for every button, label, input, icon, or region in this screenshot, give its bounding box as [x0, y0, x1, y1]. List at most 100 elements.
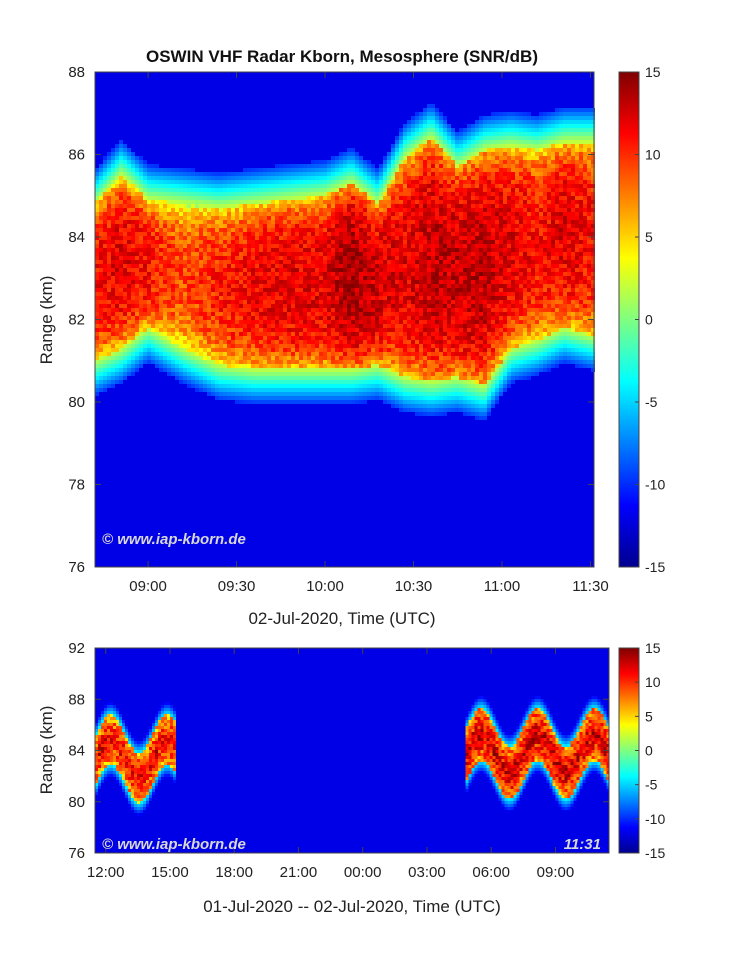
main-chart-cell [423, 212, 427, 216]
main-chart-cell [407, 152, 411, 156]
main-chart-cell [171, 232, 175, 236]
main-chart-cell [243, 292, 247, 296]
main-chart-cell [331, 340, 335, 344]
main-chart-cell [247, 228, 251, 232]
main-chart-cell [155, 216, 159, 220]
main-chart-cell [339, 280, 343, 284]
main-chart-cell [127, 236, 131, 240]
main-chart-cell [415, 208, 419, 212]
main-chart-cell [99, 256, 103, 260]
main-chart-cell [219, 380, 223, 384]
main-chart-cell [411, 368, 415, 372]
main-chart-cell [123, 340, 127, 344]
main-chart-cell [387, 196, 391, 200]
main-chart-cell [123, 172, 127, 176]
main-chart-cell [291, 280, 295, 284]
main-chart-cell [311, 244, 315, 248]
main-chart-cell [287, 316, 291, 320]
main-chart-cell [295, 280, 299, 284]
main-chart-cell [159, 196, 163, 200]
main-chart-cell [287, 400, 291, 404]
main-chart-cell [419, 260, 423, 264]
main-chart-cell [391, 296, 395, 300]
main-chart-cell [371, 228, 375, 232]
main-chart-cell [243, 172, 247, 176]
main-chart-cell [123, 216, 127, 220]
main-chart-cell [219, 300, 223, 304]
main-chart-cell [215, 340, 219, 344]
main-chart-cell [367, 304, 371, 308]
main-chart-cell [107, 240, 111, 244]
main-chart-cell [271, 200, 275, 204]
main-chart-cell [235, 240, 239, 244]
main-chart-cell [303, 168, 307, 172]
main-chart-cell [283, 220, 287, 224]
main-chart-cell [407, 272, 411, 276]
main-chart-cell [363, 396, 367, 400]
main-chart-cell [219, 212, 223, 216]
main-chart-cell [155, 352, 159, 356]
main-chart-cell [411, 172, 415, 176]
main-chart-cell [247, 368, 251, 372]
main-chart-cell [131, 204, 135, 208]
main-chart-cell [103, 356, 107, 360]
main-chart-cell [299, 232, 303, 236]
main-chart-cell [371, 308, 375, 312]
main-chart-cell [191, 336, 195, 340]
main-chart-cell [131, 244, 135, 248]
main-chart-cell [267, 316, 271, 320]
main-chart-cell [307, 220, 311, 224]
main-chart-cell [223, 188, 227, 192]
main-chart-cell [211, 368, 215, 372]
main-chart-cell [215, 380, 219, 384]
main-chart-cell [423, 392, 427, 396]
main-chart-cell [311, 208, 315, 212]
main-chart-cell [411, 332, 415, 336]
main-chart-cell [347, 328, 351, 332]
main-chart-cell [251, 184, 255, 188]
main-chart-cell [403, 344, 407, 348]
main-chart-cell [99, 276, 103, 280]
main-chart-cell [123, 316, 127, 320]
main-chart-cell [403, 336, 407, 340]
main-chart-cell [223, 380, 227, 384]
main-chart-cell [347, 348, 351, 352]
main-chart-cell [131, 348, 135, 352]
main-chart-cell [359, 204, 363, 208]
main-chart-cell [355, 336, 359, 340]
main-chart-cell [255, 312, 259, 316]
main-chart-cell [143, 184, 147, 188]
main-chart-cell [243, 368, 247, 372]
main-chart-cell [339, 392, 343, 396]
main-chart-cell [187, 304, 191, 308]
main-chart-cell [403, 388, 407, 392]
main-chart-cell [279, 184, 283, 188]
main-chart-cell [419, 316, 423, 320]
main-chart-cell [191, 328, 195, 332]
main-chart-cell [279, 376, 283, 380]
main-chart-cell [147, 276, 151, 280]
main-chart-cell [415, 224, 419, 228]
main-chart-cell [423, 276, 427, 280]
main-chart-cell [247, 384, 251, 388]
main-chart-cell [339, 284, 343, 288]
main-chart-cell [191, 212, 195, 216]
main-chart-cell [239, 200, 243, 204]
main-chart-cell [263, 216, 267, 220]
main-chart-cell [159, 356, 163, 360]
main-chart-cell [167, 352, 171, 356]
main-chart-cell [403, 372, 407, 376]
main-chart-cell [203, 356, 207, 360]
main-chart-cell [407, 216, 411, 220]
main-chart-cell [139, 288, 143, 292]
main-chart-cell [147, 312, 151, 316]
main-chart-cell [139, 220, 143, 224]
main-chart-cell [131, 164, 135, 168]
main-chart-cell [123, 240, 127, 244]
main-chart-cell [331, 260, 335, 264]
main-chart-cell [191, 308, 195, 312]
main-chart-cell [255, 348, 259, 352]
main-chart-cell [171, 368, 175, 372]
main-chart-cell [347, 364, 351, 368]
main-chart-cell [195, 380, 199, 384]
